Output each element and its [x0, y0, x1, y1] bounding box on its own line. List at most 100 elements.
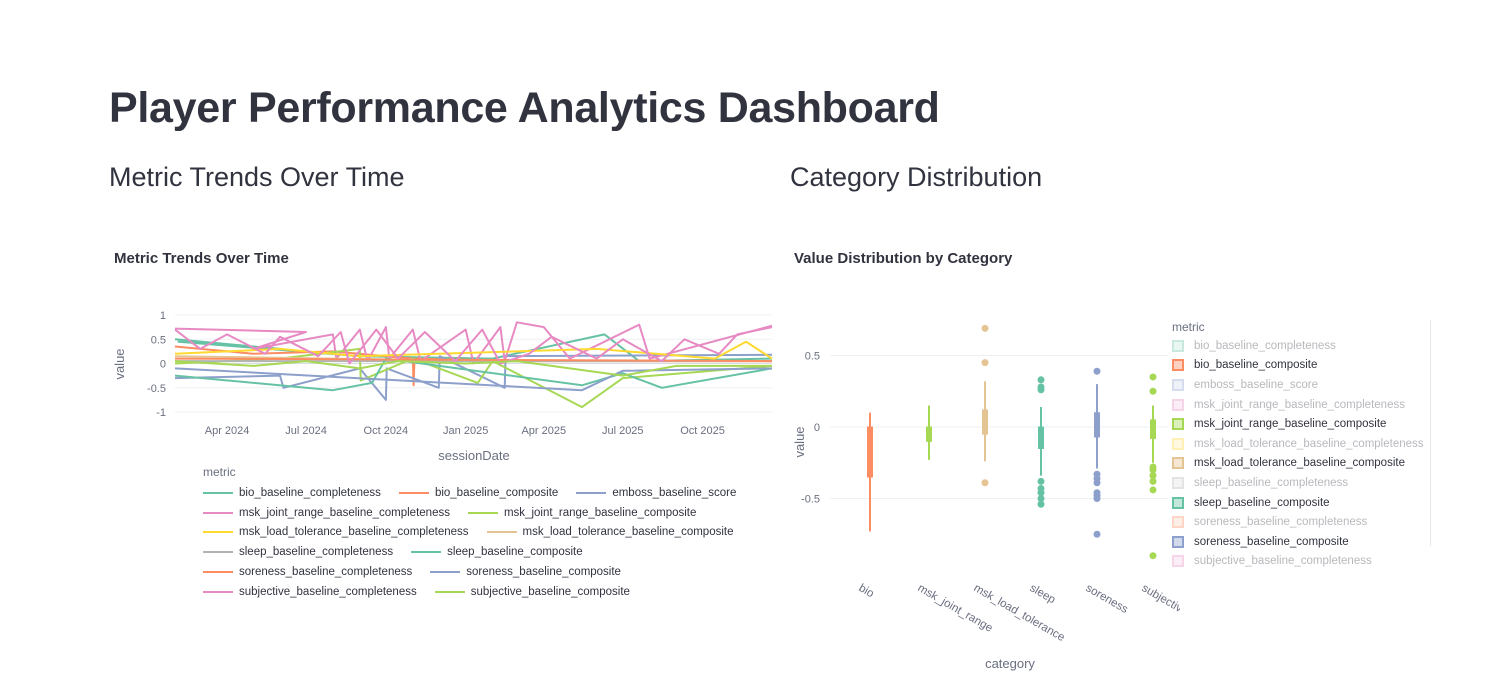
legend-item[interactable]: msk_joint_range_baseline_completeness: [203, 507, 450, 519]
legend-item[interactable]: msk_joint_range_baseline_composite: [467, 507, 696, 519]
box-chart-title: Value Distribution by Category: [794, 250, 1013, 267]
legend-item[interactable]: bio_baseline_composite: [1172, 356, 1424, 376]
legend-item[interactable]: subjective_baseline_completeness: [203, 586, 417, 598]
legend-box-swatch: [1172, 359, 1184, 372]
legend-item[interactable]: emboss_baseline_score: [1172, 375, 1424, 395]
legend-item[interactable]: soreness_baseline_composite: [430, 566, 621, 578]
legend-item[interactable]: msk_joint_range_baseline_completeness: [1172, 395, 1424, 415]
y-tick-label: 0.5: [151, 334, 166, 346]
legend-box-swatch: [1172, 535, 1184, 548]
legend-line-swatch: [398, 491, 429, 494]
legend-label: msk_load_tolerance_baseline_completeness: [1194, 437, 1424, 450]
section-heading-trends: Metric Trends Over Time: [109, 162, 405, 192]
legend-item[interactable]: msk_load_tolerance_baseline_composite: [1172, 454, 1424, 474]
legend-label: subjective_baseline_completeness: [1194, 555, 1372, 568]
legend-item[interactable]: bio_baseline_completeness: [203, 487, 381, 499]
legend-item[interactable]: sleep_baseline_completeness: [1172, 473, 1424, 493]
legend-line-swatch: [434, 590, 465, 593]
legend-item[interactable]: sleep_baseline_composite: [411, 546, 583, 558]
y-tick-label: 0: [814, 422, 820, 434]
box-iqr: [867, 426, 873, 478]
legend-item[interactable]: emboss_baseline_score: [576, 487, 736, 499]
box-iqr: [1038, 426, 1044, 449]
legend-item[interactable]: msk_joint_range_baseline_composite: [1172, 414, 1424, 434]
outlier-point: [1093, 530, 1101, 538]
legend-line-swatch: [203, 511, 233, 514]
outlier-point: [1149, 373, 1157, 381]
legend-line-swatch: [486, 531, 517, 534]
x-tick-label: Apr 2024: [205, 425, 250, 437]
trend-chart-title: Metric Trends Over Time: [114, 250, 289, 267]
x-tick-label: Jan 2025: [443, 425, 488, 437]
legend-item[interactable]: subjective_baseline_composite: [434, 585, 630, 598]
legend-label: soreness_baseline_completeness: [239, 566, 413, 579]
series-line-sleep_baseline_composite: [174, 357, 773, 392]
x-tick-label: Apr 2025: [521, 425, 566, 437]
legend-row: msk_load_tolerance_baseline_completeness…: [203, 523, 763, 543]
outlier-point: [1037, 477, 1045, 485]
legend-label: sleep_baseline_completeness: [1194, 476, 1349, 489]
legend-label: bio_baseline_completeness: [1194, 339, 1336, 352]
legend-label: msk_joint_range_baseline_composite: [1194, 418, 1387, 431]
legend-row: sleep_baseline_completeness sleep_baselin…: [203, 542, 763, 562]
legend-box-swatch: [1172, 555, 1184, 568]
y-tick-label: 0: [160, 359, 166, 371]
legend-label: emboss_baseline_score: [1194, 378, 1319, 391]
legend-box-swatch: [1172, 516, 1184, 529]
outlier-point: [1037, 376, 1045, 384]
series-line-soreness_baseline_completeness: [174, 357, 773, 363]
legend-item[interactable]: msk_load_tolerance_baseline_composite: [486, 526, 733, 538]
legend-item[interactable]: sleep_baseline_completeness: [203, 546, 393, 558]
legend-label: bio_baseline_composite: [1194, 359, 1318, 372]
legend-item[interactable]: soreness_baseline_completeness: [203, 566, 412, 578]
box-iqr: [1094, 412, 1100, 438]
legend-line-swatch: [203, 531, 233, 534]
series-line-emboss_baseline_score: [174, 353, 773, 401]
y-tick-label: -0.5: [801, 494, 820, 506]
outlier-point: [1093, 495, 1101, 502]
outlier-point: [1037, 495, 1045, 502]
legend-item[interactable]: soreness_baseline_composite: [1172, 532, 1424, 552]
outlier-point: [1149, 477, 1157, 485]
legend-label: sleep_baseline_completeness: [239, 546, 394, 559]
x-tick-label: msk_load_tolerance: [972, 582, 1067, 644]
legend-item[interactable]: msk_load_tolerance_baseline_completeness: [1172, 434, 1424, 454]
legend-row: soreness_baseline_completeness soreness_b…: [203, 562, 763, 582]
series-line-soreness_baseline_composite: [174, 367, 773, 392]
legend-box-swatch: [1172, 339, 1184, 352]
y-axis-title: value: [792, 426, 807, 457]
y-tick-label: 0.5: [805, 351, 820, 363]
outlier-point: [981, 359, 989, 367]
legend-item[interactable]: soreness_baseline_completeness: [1172, 512, 1424, 532]
legend-label: soreness_baseline_composite: [466, 566, 621, 579]
box-legend: metric bio_baseline_completeness bio_base…: [1172, 320, 1431, 568]
outlier-point: [1149, 486, 1157, 494]
box-iqr: [982, 409, 988, 435]
legend-label: subjective_baseline_completeness: [239, 585, 417, 598]
legend-title: metric: [203, 465, 236, 479]
legend-box-swatch: [1172, 476, 1184, 489]
legend-item[interactable]: msk_load_tolerance_baseline_completeness: [203, 526, 469, 538]
legend-item[interactable]: subjective_baseline_completeness: [1172, 552, 1424, 572]
trend-line-chart[interactable]: 1 0.5 0 -0.5 -1 Apr 2024 Jul 2024 Oct 2024 Jan 2…: [0, 0, 780, 470]
legend-label: msk_joint_range_baseline_completeness: [239, 506, 450, 519]
y-axis-title: value: [112, 348, 127, 379]
outlier-point: [1093, 367, 1101, 375]
legend-line-swatch: [411, 551, 442, 554]
x-tick-label: Jul 2025: [602, 425, 644, 437]
legend-label: subjective_baseline_composite: [470, 585, 630, 598]
legend-item[interactable]: bio_baseline_composite: [398, 487, 558, 499]
legend-label: msk_load_tolerance_baseline_completeness: [239, 526, 469, 539]
legend-item[interactable]: bio_baseline_completeness: [1172, 336, 1424, 356]
outlier-point: [1149, 552, 1157, 560]
legend-title: metric: [1172, 320, 1205, 334]
legend-item[interactable]: sleep_baseline_composite: [1172, 493, 1424, 513]
x-tick-label: bio: [857, 582, 876, 600]
legend-line-swatch: [203, 571, 233, 574]
outlier-point: [1037, 489, 1045, 497]
legend-label: sleep_baseline_composite: [1194, 496, 1330, 509]
legend-line-swatch: [576, 491, 607, 494]
outlier-point: [1149, 387, 1157, 395]
x-tick-label: subjective: [1140, 582, 1181, 618]
